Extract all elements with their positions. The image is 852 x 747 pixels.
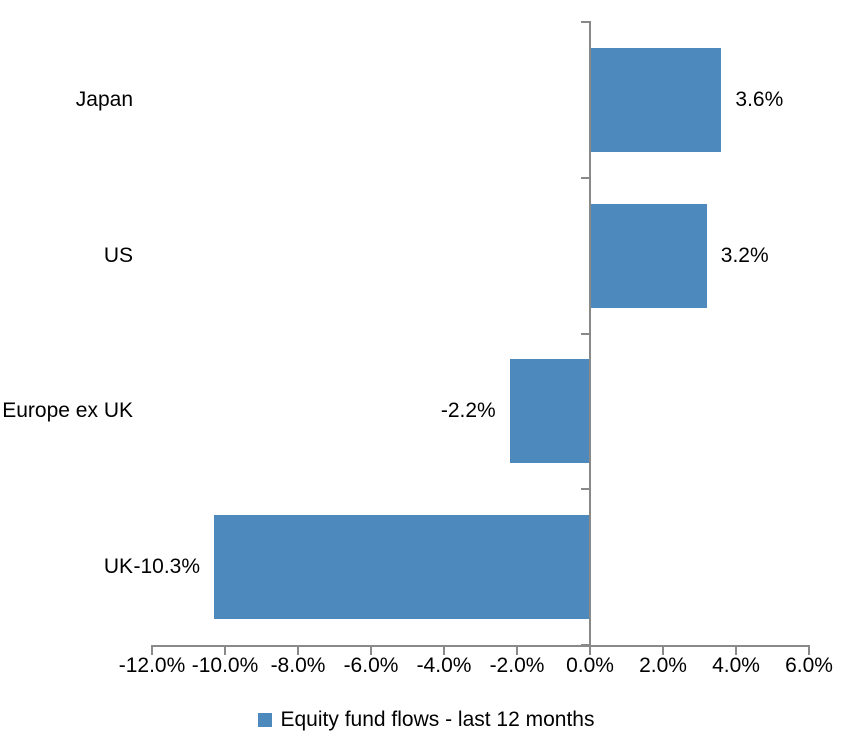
bar	[509, 359, 590, 464]
value-axis-tick	[370, 647, 372, 655]
value-axis-tick-label: -8.0%	[270, 654, 326, 677]
value-axis-tick	[589, 647, 591, 655]
category-label: Europe ex UK	[2, 399, 133, 423]
bar	[214, 515, 590, 620]
value-axis-tick	[808, 647, 810, 655]
category-axis-tick	[581, 488, 589, 491]
category-axis-tick	[581, 21, 589, 23]
bar-value-label: -10.3%	[133, 555, 201, 579]
value-axis-tick-label: -10.0%	[191, 654, 259, 677]
bar-value-label: 3.6%	[735, 87, 784, 111]
category-label: US	[103, 243, 133, 267]
value-axis-tick	[224, 647, 226, 655]
value-axis-tick	[151, 647, 153, 655]
category-label: Japan	[75, 87, 133, 111]
bar-value-label: 3.2%	[720, 243, 769, 267]
value-axis-tick	[662, 647, 664, 655]
value-axis-tick-label: 0.0%	[566, 654, 614, 677]
value-axis-tick	[516, 647, 518, 655]
legend: Equity fund flows - last 12 months	[0, 704, 852, 736]
legend-series-marker-icon	[257, 713, 272, 727]
bar	[590, 47, 722, 152]
value-axis-tick-label: 2.0%	[639, 654, 687, 677]
value-axis-tick-label: 4.0%	[712, 654, 760, 677]
category-axis-tick	[581, 332, 589, 335]
value-axis-tick	[443, 647, 445, 655]
legend-series-label: Equity fund flows - last 12 months	[280, 708, 595, 731]
value-axis-tick-label: -4.0%	[416, 654, 472, 677]
category-axis-line	[589, 21, 591, 646]
category-axis-tick	[581, 176, 589, 179]
category-label: UK	[103, 555, 133, 579]
value-axis-tick	[735, 647, 737, 655]
value-axis-tick-label: -2.0%	[489, 654, 545, 677]
value-axis-tick-label: 6.0%	[785, 654, 833, 677]
value-axis-line	[151, 645, 810, 647]
value-axis-tick-label: -6.0%	[343, 654, 399, 677]
value-axis-tick-label: -12.0%	[118, 654, 186, 677]
value-axis-tick	[297, 647, 299, 655]
bar-value-label: -2.2%	[440, 399, 496, 423]
bar	[590, 203, 707, 308]
